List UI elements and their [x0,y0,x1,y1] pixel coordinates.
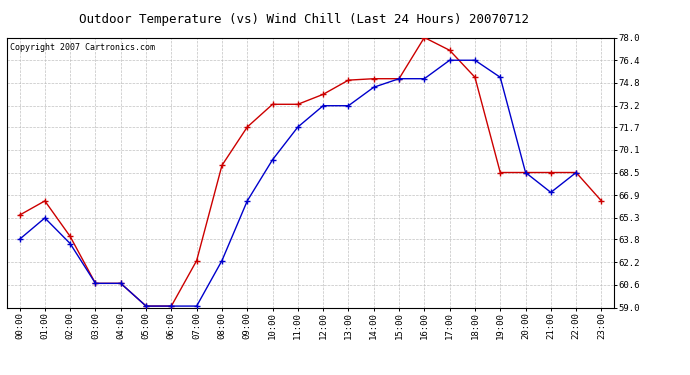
Text: Copyright 2007 Cartronics.com: Copyright 2007 Cartronics.com [10,43,155,52]
Text: Outdoor Temperature (vs) Wind Chill (Last 24 Hours) 20070712: Outdoor Temperature (vs) Wind Chill (Las… [79,13,529,26]
